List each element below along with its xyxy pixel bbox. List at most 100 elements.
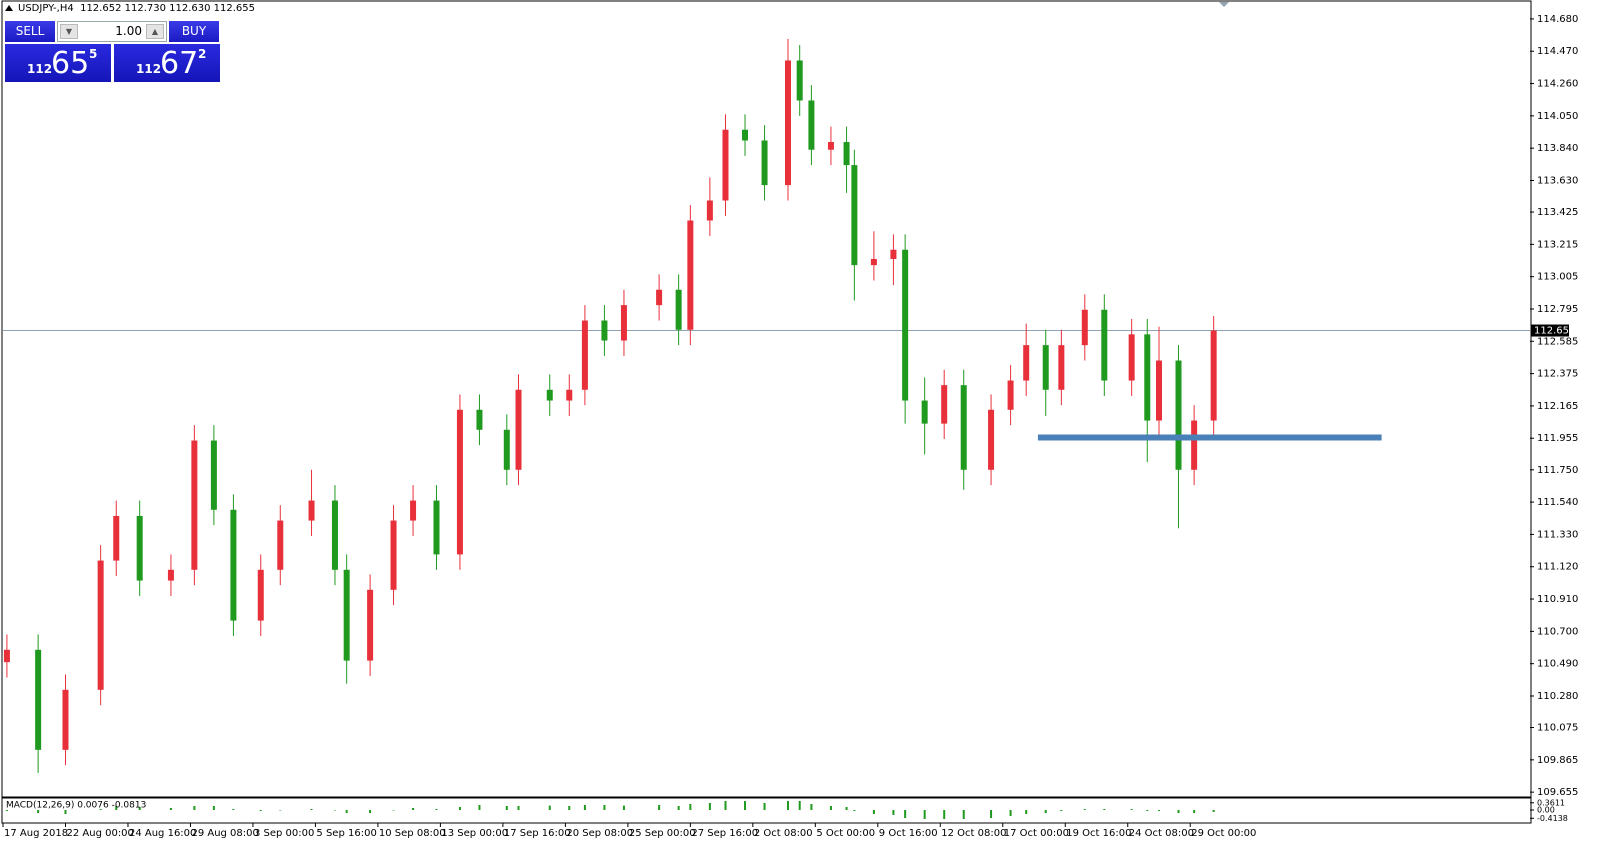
candle-body bbox=[1007, 380, 1014, 410]
macd-bar bbox=[658, 805, 661, 810]
x-tick-label: 5 Oct 00:00 bbox=[816, 828, 875, 839]
candle-body bbox=[277, 520, 284, 570]
macd-bar bbox=[689, 804, 692, 810]
macd-bar bbox=[478, 805, 481, 810]
y-tick-label: 114.470 bbox=[1537, 46, 1578, 57]
y-tick-label: 0.00 bbox=[1537, 806, 1555, 815]
y-tick-label: 113.630 bbox=[1537, 175, 1578, 186]
bid-big: 112 bbox=[27, 62, 53, 76]
macd-bar bbox=[943, 810, 946, 819]
y-tick-label: 110.075 bbox=[1537, 723, 1578, 734]
symbol-header: USDJPY-,H4 112.652 112.730 112.630 112.6… bbox=[18, 3, 256, 14]
macd-bar bbox=[892, 810, 895, 815]
x-tick-label: 25 Sep 00:00 bbox=[629, 828, 696, 839]
macd-bar bbox=[1044, 810, 1047, 813]
x-tick-label: 22 Aug 00:00 bbox=[66, 828, 133, 839]
ask-price[interactable]: 112 67 2 bbox=[114, 44, 220, 82]
macd-title: MACD(12,26,9) 0.0076 -0.0813 bbox=[6, 801, 146, 811]
buy-button[interactable]: BUY bbox=[169, 21, 219, 42]
macd-bar bbox=[1193, 810, 1196, 813]
lot-value[interactable]: 1.00 bbox=[115, 24, 142, 38]
y-tick-label: 114.050 bbox=[1537, 111, 1578, 122]
x-tick-label: 2 Oct 08:00 bbox=[754, 828, 813, 839]
candle-body bbox=[167, 569, 174, 581]
candle-body bbox=[890, 249, 897, 259]
candle-body bbox=[581, 320, 588, 390]
candle-body bbox=[62, 689, 69, 750]
y-tick-label: 110.280 bbox=[1537, 691, 1578, 702]
candle-body bbox=[433, 500, 440, 555]
macd-bar bbox=[677, 806, 680, 810]
macd-bar bbox=[1103, 809, 1106, 810]
macd-bar bbox=[333, 810, 336, 811]
bid-price[interactable]: 112 65 5 bbox=[5, 44, 111, 82]
macd-bar bbox=[568, 806, 571, 810]
macd-bar bbox=[923, 810, 926, 819]
macd-bar bbox=[708, 803, 711, 810]
macd-bar bbox=[786, 801, 789, 810]
candle-body bbox=[97, 560, 104, 690]
x-tick-label: 17 Aug 2018 bbox=[4, 828, 68, 839]
symbol-marker bbox=[5, 5, 13, 11]
candle-body bbox=[476, 409, 483, 430]
x-tick-label: 9 Oct 16:00 bbox=[879, 828, 938, 839]
candle-body bbox=[601, 320, 608, 341]
candle-body bbox=[390, 520, 397, 590]
macd-bar bbox=[5, 810, 8, 811]
y-tick-label: 112.585 bbox=[1537, 336, 1578, 347]
y-tick-label: 111.540 bbox=[1537, 497, 1578, 508]
y-tick-label: 113.215 bbox=[1537, 239, 1578, 250]
candle-body bbox=[1128, 334, 1135, 381]
macd-bar bbox=[505, 806, 508, 810]
macd-bar bbox=[259, 810, 262, 811]
candle-body bbox=[1175, 360, 1182, 470]
candle-body bbox=[35, 649, 42, 750]
macd-bar bbox=[1009, 810, 1012, 816]
candle-body bbox=[796, 60, 803, 101]
candle-body bbox=[784, 60, 791, 186]
y-tick-label: 112.375 bbox=[1537, 369, 1578, 380]
candle-body bbox=[410, 500, 417, 521]
candle-body bbox=[343, 569, 350, 661]
lot-down[interactable]: ▼ bbox=[60, 24, 78, 39]
macd-bar bbox=[1083, 809, 1086, 810]
candle-body bbox=[808, 100, 815, 150]
ask-frac: 2 bbox=[198, 47, 207, 61]
candle-body bbox=[566, 389, 573, 401]
y-tick-label: 111.955 bbox=[1537, 433, 1578, 444]
macd-bar bbox=[345, 810, 348, 813]
candle-body bbox=[941, 385, 948, 424]
macd-bar bbox=[810, 804, 813, 810]
candle-body bbox=[851, 165, 858, 266]
macd-bar bbox=[1025, 810, 1028, 814]
sell-button[interactable]: SELL bbox=[5, 21, 55, 42]
candle-body bbox=[1023, 345, 1030, 381]
macd-bar bbox=[392, 810, 395, 811]
y-tick-label: 110.700 bbox=[1537, 626, 1578, 637]
y-tick-label: 111.750 bbox=[1537, 465, 1578, 476]
macd-bar bbox=[212, 806, 215, 810]
candle-body bbox=[843, 142, 850, 166]
macd-bar bbox=[990, 810, 993, 818]
candle-body bbox=[687, 220, 694, 330]
candle-body bbox=[257, 569, 264, 621]
bid-frac: 5 bbox=[89, 47, 98, 61]
candle-body bbox=[656, 289, 663, 306]
lot-field[interactable]: ▼ 1.00 ▲ bbox=[57, 21, 167, 42]
lot-up[interactable]: ▲ bbox=[146, 24, 164, 39]
y-tick-label: 111.120 bbox=[1537, 562, 1578, 573]
macd-bar bbox=[1130, 809, 1133, 810]
candle-body bbox=[742, 129, 749, 141]
candle-body bbox=[1210, 330, 1217, 421]
candle-body bbox=[921, 400, 928, 424]
y-tick-label: 0.3611 bbox=[1537, 798, 1565, 807]
x-tick-label: 20 Sep 08:00 bbox=[566, 828, 633, 839]
candle-body bbox=[620, 305, 627, 341]
candle-body bbox=[902, 249, 909, 401]
macd-bar bbox=[99, 809, 102, 810]
macd-bar bbox=[310, 809, 313, 810]
y-tick-label: 114.260 bbox=[1537, 79, 1578, 90]
macd-bar bbox=[583, 805, 586, 810]
macd-bar bbox=[458, 807, 461, 810]
